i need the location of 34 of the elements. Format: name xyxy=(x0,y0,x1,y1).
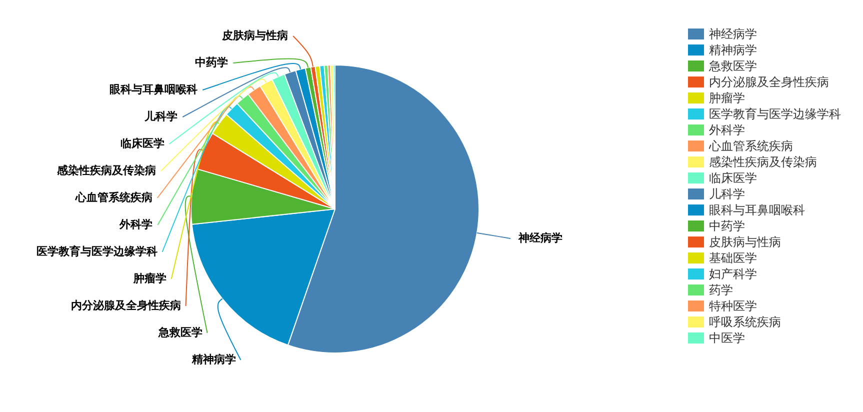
legend-label: 感染性疾病及传染病 xyxy=(709,155,817,169)
legend-label: 基础医学 xyxy=(709,251,757,265)
legend-label: 特种医学 xyxy=(709,299,757,313)
legend-label: 药学 xyxy=(709,283,733,297)
slice-label: 感染性疾病及传染病 xyxy=(56,164,156,177)
legend-label: 内分泌腺及全身性疾病 xyxy=(709,75,829,89)
legend-label: 医学教育与医学边缘学科 xyxy=(709,107,841,121)
legend-label: 神经病学 xyxy=(709,27,757,41)
legend-label: 急救医学 xyxy=(708,59,757,73)
slice-label: 急救医学 xyxy=(157,326,202,339)
legend-label: 中医学 xyxy=(709,331,745,345)
slice-label: 内分泌腺及全身性疾病 xyxy=(70,299,181,312)
slice-label: 心血管系统疾病 xyxy=(74,191,152,204)
legend-label: 临床医学 xyxy=(709,171,757,185)
legend-label: 皮肤病与性病 xyxy=(709,235,781,249)
legend-label: 儿科学 xyxy=(709,187,745,201)
legend-label: 妇产科学 xyxy=(709,267,757,281)
slice-label: 眼科与耳鼻咽喉科 xyxy=(110,83,198,96)
slice-label: 儿科学 xyxy=(144,110,178,123)
slice-label: 中药学 xyxy=(195,56,228,69)
slice-label: 精神病学 xyxy=(190,353,236,366)
legend-label: 呼吸系统疾病 xyxy=(709,315,781,329)
legend-label: 精神病学 xyxy=(709,43,757,57)
legend-label: 外科学 xyxy=(709,123,745,137)
slice-label: 临床医学 xyxy=(120,137,164,150)
slice-label: 肿瘤学 xyxy=(132,272,166,285)
slice-label: 皮肤病与性病 xyxy=(221,29,288,42)
legend-label: 中药学 xyxy=(709,219,745,233)
slice-label: 外科学 xyxy=(118,218,153,231)
legend-label: 肿瘤学 xyxy=(709,91,745,105)
legend-label: 心血管系统疾病 xyxy=(708,139,793,153)
legend-label: 眼科与耳鼻咽喉科 xyxy=(709,203,805,217)
slice-label: 神经病学 xyxy=(518,232,563,244)
slice-label: 医学教育与医学边缘学科 xyxy=(36,245,158,258)
